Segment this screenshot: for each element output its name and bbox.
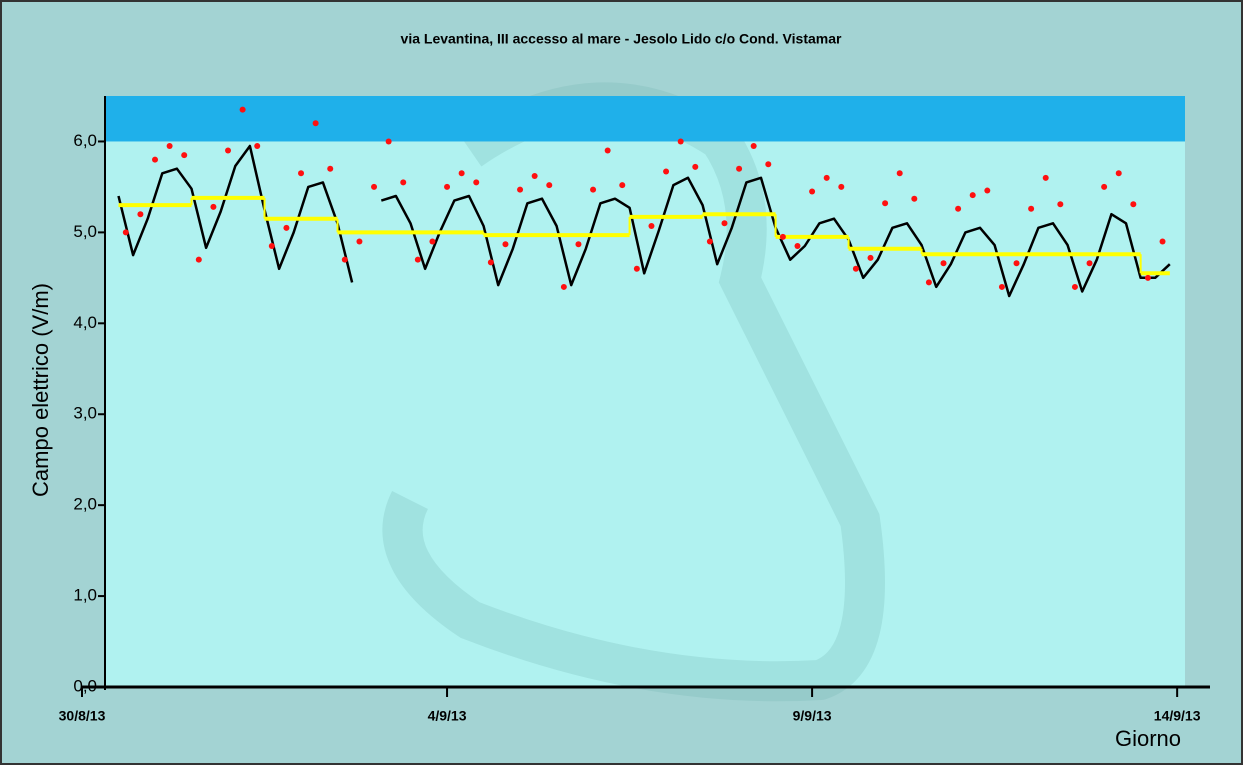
data-point <box>867 254 874 261</box>
data-point <box>312 120 319 127</box>
data-point <box>531 173 538 180</box>
y-axis-label: Campo elettrico (V/m) <box>28 283 53 497</box>
data-point <box>210 203 217 210</box>
data-point <box>721 220 728 227</box>
data-point <box>984 187 991 194</box>
data-point <box>882 200 889 207</box>
plot-area <box>105 96 1185 687</box>
x-tick-label: 14/9/13 <box>1154 708 1201 724</box>
data-point <box>794 243 801 250</box>
y-tick-label: 6,0 <box>73 131 97 150</box>
data-point <box>1130 201 1137 208</box>
data-point <box>502 241 509 248</box>
data-point <box>692 163 699 170</box>
x-tick-label: 4/9/13 <box>428 708 467 724</box>
data-point <box>225 147 232 154</box>
data-point <box>765 161 772 168</box>
data-point <box>838 183 845 190</box>
data-point <box>414 256 421 263</box>
data-point <box>1086 260 1093 267</box>
data-point <box>969 192 976 199</box>
data-point <box>385 138 392 145</box>
data-point <box>1028 205 1035 212</box>
data-point <box>750 143 757 150</box>
data-point <box>677 138 684 145</box>
chart-title: via Levantina, III accesso al mare - Jes… <box>401 31 842 47</box>
data-point <box>706 238 713 245</box>
data-point <box>1057 201 1064 208</box>
data-point <box>575 241 582 248</box>
data-point <box>137 211 144 218</box>
data-point <box>1159 238 1166 245</box>
data-point <box>779 233 786 240</box>
data-point <box>254 143 261 150</box>
data-point <box>546 182 553 189</box>
threshold-band <box>105 96 1185 142</box>
y-tick-label: 3,0 <box>73 404 97 423</box>
data-point <box>925 279 932 286</box>
data-point <box>1042 174 1049 181</box>
data-point <box>458 170 465 177</box>
data-point <box>648 223 655 230</box>
data-point <box>955 205 962 212</box>
x-tick-label: 30/8/13 <box>59 708 106 724</box>
data-point <box>633 265 640 272</box>
y-tick-label: 2,0 <box>73 495 97 514</box>
data-point <box>852 265 859 272</box>
data-point <box>327 165 334 172</box>
data-point <box>283 224 290 231</box>
data-point <box>487 259 494 266</box>
data-point <box>663 168 670 175</box>
data-point <box>619 182 626 189</box>
data-point <box>429 238 436 245</box>
data-point <box>298 170 305 177</box>
data-point <box>560 283 567 290</box>
data-point <box>371 183 378 190</box>
data-point <box>341 256 348 263</box>
data-point <box>911 195 918 202</box>
data-point <box>166 143 173 150</box>
x-axis-label: Giorno <box>1115 726 1181 751</box>
data-point <box>1071 283 1078 290</box>
data-point <box>268 243 275 250</box>
data-point <box>940 260 947 267</box>
data-point <box>473 179 480 186</box>
data-point <box>998 283 1005 290</box>
data-point <box>1115 170 1122 177</box>
y-tick-label: 5,0 <box>73 222 97 241</box>
data-point <box>122 229 129 236</box>
data-point <box>356 238 363 245</box>
y-tick-label: 4,0 <box>73 313 97 332</box>
y-tick-label: 1,0 <box>73 586 97 605</box>
data-point <box>181 152 188 159</box>
data-point <box>736 165 743 172</box>
data-point <box>604 147 611 154</box>
data-point <box>239 106 246 113</box>
x-tick-label: 9/9/13 <box>793 708 832 724</box>
data-point <box>809 188 816 195</box>
data-point <box>1013 260 1020 267</box>
data-point <box>590 186 597 193</box>
data-point <box>517 186 524 193</box>
y-tick-label: 0,0 <box>73 676 97 695</box>
data-point <box>823 174 830 181</box>
data-point <box>896 170 903 177</box>
data-point <box>400 179 407 186</box>
data-point <box>444 183 451 190</box>
data-point <box>1101 183 1108 190</box>
data-point <box>152 156 159 163</box>
data-point <box>195 256 202 263</box>
data-point <box>1144 274 1151 281</box>
